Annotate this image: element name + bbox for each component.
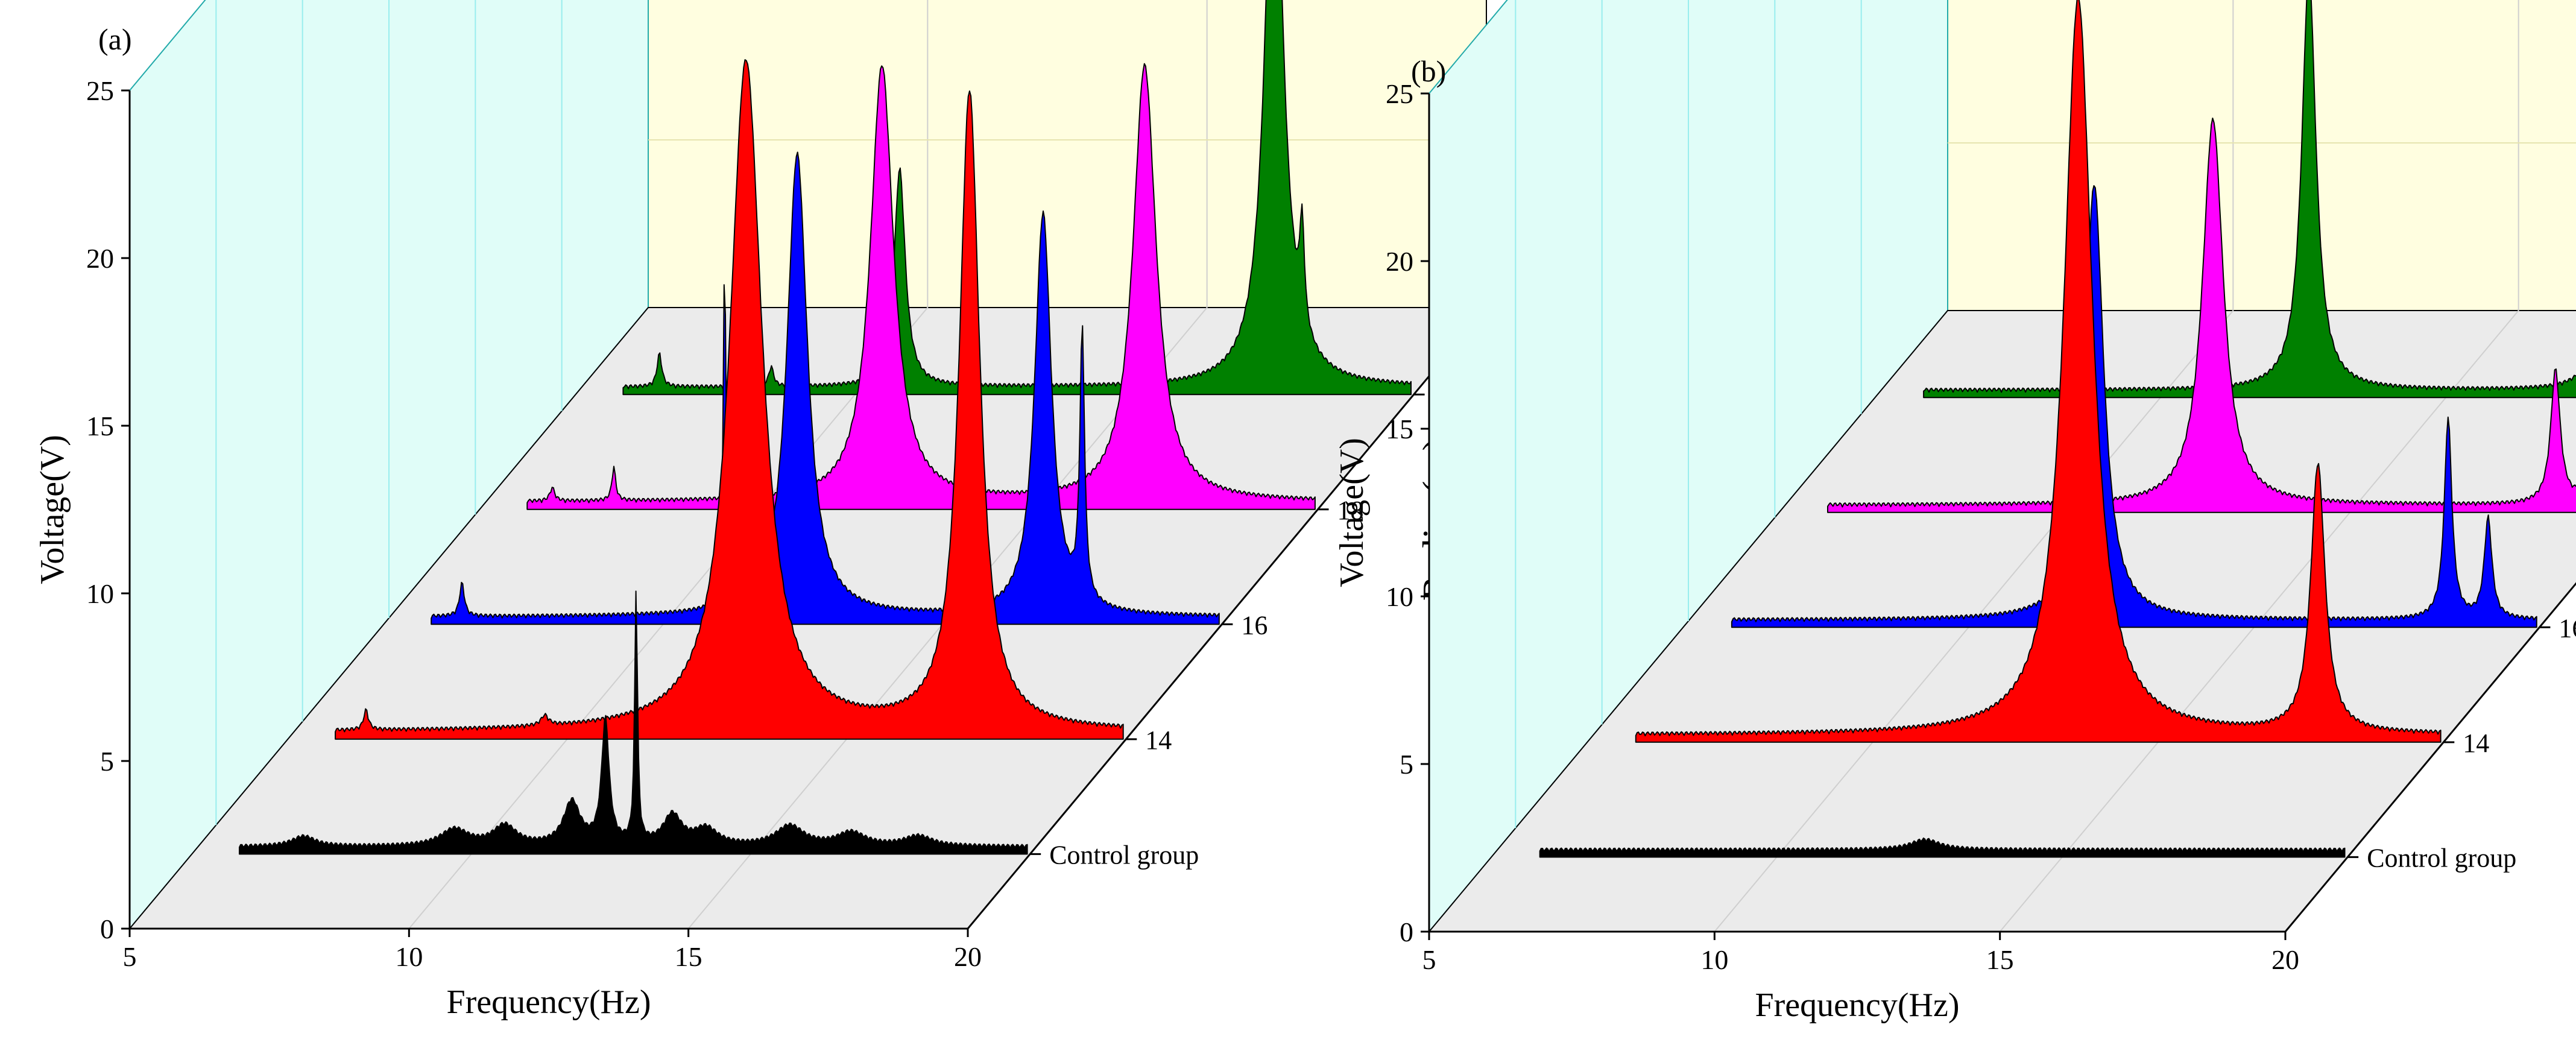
y-tick-label: 25	[86, 75, 114, 106]
y-tick-label: 15	[86, 411, 114, 441]
x-tick-label: 20	[2271, 944, 2299, 975]
series-area-14	[335, 59, 1124, 740]
series-area-16	[1731, 185, 2537, 628]
x-tick-label: 15	[675, 941, 702, 972]
z-axis-line	[2284, 582, 2576, 932]
series-area-control-group	[239, 590, 1028, 855]
panel-label: (a)	[98, 22, 132, 56]
z-tick-label: 16	[2559, 613, 2576, 643]
y-tick-label: 10	[86, 578, 114, 609]
x-tick-label: 15	[1986, 944, 2014, 975]
z-tick-label: 16	[1241, 610, 1267, 640]
x-tick-label: 5	[1422, 944, 1436, 975]
y-axis-title: Voltage(V)	[34, 435, 71, 584]
z-tick-label: 14	[1145, 725, 1172, 755]
back-wall	[648, 0, 1487, 308]
series-area-14	[1635, 0, 2442, 743]
z-tick-label: 18	[1337, 496, 1364, 525]
y-tick-label: 15	[1386, 414, 1413, 444]
z-axis-line	[967, 307, 1488, 929]
y-tick-label: 20	[1386, 246, 1413, 277]
x-tick-label: 20	[954, 941, 982, 972]
series-area-16	[431, 151, 1220, 625]
x-tick-label: 5	[123, 941, 137, 972]
panel-b: 5 10 15 200510152025Frequency(Hz)Voltage(V)…	[1333, 0, 2576, 1024]
back-wall	[1947, 0, 2576, 311]
x-tick-label: 10	[1700, 944, 1728, 975]
z-tick-label: 14	[2463, 728, 2489, 758]
panel-label: (b)	[1411, 54, 1446, 88]
x-tick-label: 10	[395, 941, 423, 972]
series-area-20	[1923, 0, 2576, 399]
series-area-18	[1827, 118, 2576, 513]
x-axis-title: Frequency(Hz)	[447, 983, 651, 1021]
y-tick-label: 0	[100, 914, 114, 944]
y-tick-label: 0	[1400, 917, 1413, 947]
grid-line-x	[1714, 0, 2234, 932]
y-tick-label: 20	[86, 243, 114, 274]
panel-a: 5 10 15 200510152025Frequency(Hz)Voltage(V)…	[34, 0, 1488, 1021]
z-tick-label: Control group	[2367, 843, 2516, 873]
x-axis-title: Frequency(Hz)	[1755, 987, 1960, 1024]
y-tick-label: 5	[1400, 749, 1413, 780]
y-axis-title: Voltage(V)	[1333, 438, 1371, 587]
series-area-18	[526, 63, 1316, 510]
series-area-control-group	[1539, 837, 2346, 858]
y-tick-label: 5	[100, 746, 114, 777]
z-tick-label: Control group	[1049, 840, 1199, 870]
y-tick-label: 10	[1386, 581, 1413, 612]
y-tick-label: 25	[1386, 78, 1413, 109]
